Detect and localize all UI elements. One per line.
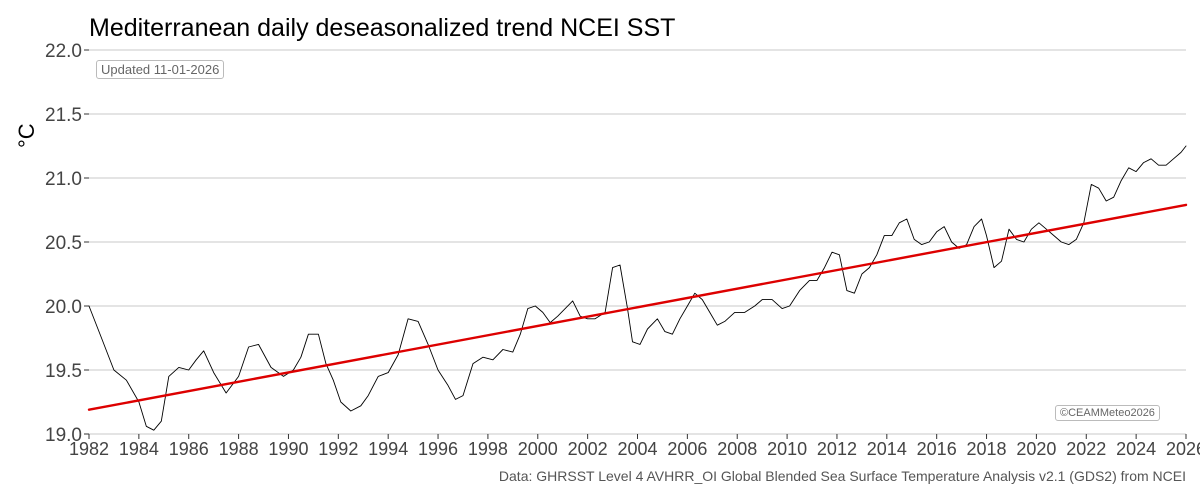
x-tick-label: 2000	[518, 439, 558, 459]
x-tick-label: 2022	[1066, 439, 1106, 459]
x-tick-label: 2002	[568, 439, 608, 459]
x-tick-label: 2020	[1016, 439, 1056, 459]
x-tick-label: 2008	[717, 439, 757, 459]
x-tick-label: 2016	[917, 439, 957, 459]
x-tick-label: 1986	[169, 439, 209, 459]
x-axis-ticks: 1982 1984 1986 1988 1990 1992 1994 1996 1998 2000…	[69, 434, 1200, 459]
sst-series-line	[88, 145, 1187, 431]
x-tick-label: 2006	[667, 439, 707, 459]
x-tick-label: 2012	[817, 439, 857, 459]
y-axis-ticks: 19.0 19.5 20.0 20.5 21.0 21.5 22.0	[45, 41, 89, 446]
x-tick-label: 2010	[767, 439, 807, 459]
y-tick-label: 20.0	[45, 297, 82, 318]
x-tick-label: 1988	[219, 439, 259, 459]
y-tick-label: 20.5	[45, 233, 82, 254]
y-tick-label: 22.0	[45, 41, 82, 62]
x-tick-label: 2018	[967, 439, 1007, 459]
credit-label: ©CEAMMeteo2026	[1055, 405, 1160, 421]
x-tick-label: 1998	[468, 439, 508, 459]
x-tick-label: 1982	[69, 439, 109, 459]
y-tick-label: 19.5	[45, 361, 82, 382]
x-tick-label: 1996	[418, 439, 458, 459]
x-tick-label: 2004	[617, 439, 657, 459]
updated-label: Updated 11-01-2026	[96, 60, 225, 79]
gridlines	[89, 49, 1186, 435]
x-tick-label: 2026	[1166, 439, 1200, 459]
trend-line	[87, 203, 1188, 411]
y-axis-label: °C	[14, 123, 39, 148]
x-tick-label: 1994	[368, 439, 408, 459]
y-tick-label: 21.0	[45, 169, 82, 190]
x-tick-label: 2014	[867, 439, 907, 459]
source-note: Data: GHRSST Level 4 AVHRR_OI Global Ble…	[498, 468, 1186, 484]
x-tick-label: 1992	[318, 439, 358, 459]
x-tick-label: 2024	[1116, 439, 1156, 459]
x-tick-label: 1984	[119, 439, 159, 459]
x-tick-label: 1990	[268, 439, 308, 459]
y-tick-label: 19.0	[45, 425, 82, 446]
series-layer	[87, 145, 1188, 431]
y-tick-label: 21.5	[45, 105, 82, 126]
chart-title: Mediterranean daily deseasonalized trend…	[89, 14, 676, 42]
